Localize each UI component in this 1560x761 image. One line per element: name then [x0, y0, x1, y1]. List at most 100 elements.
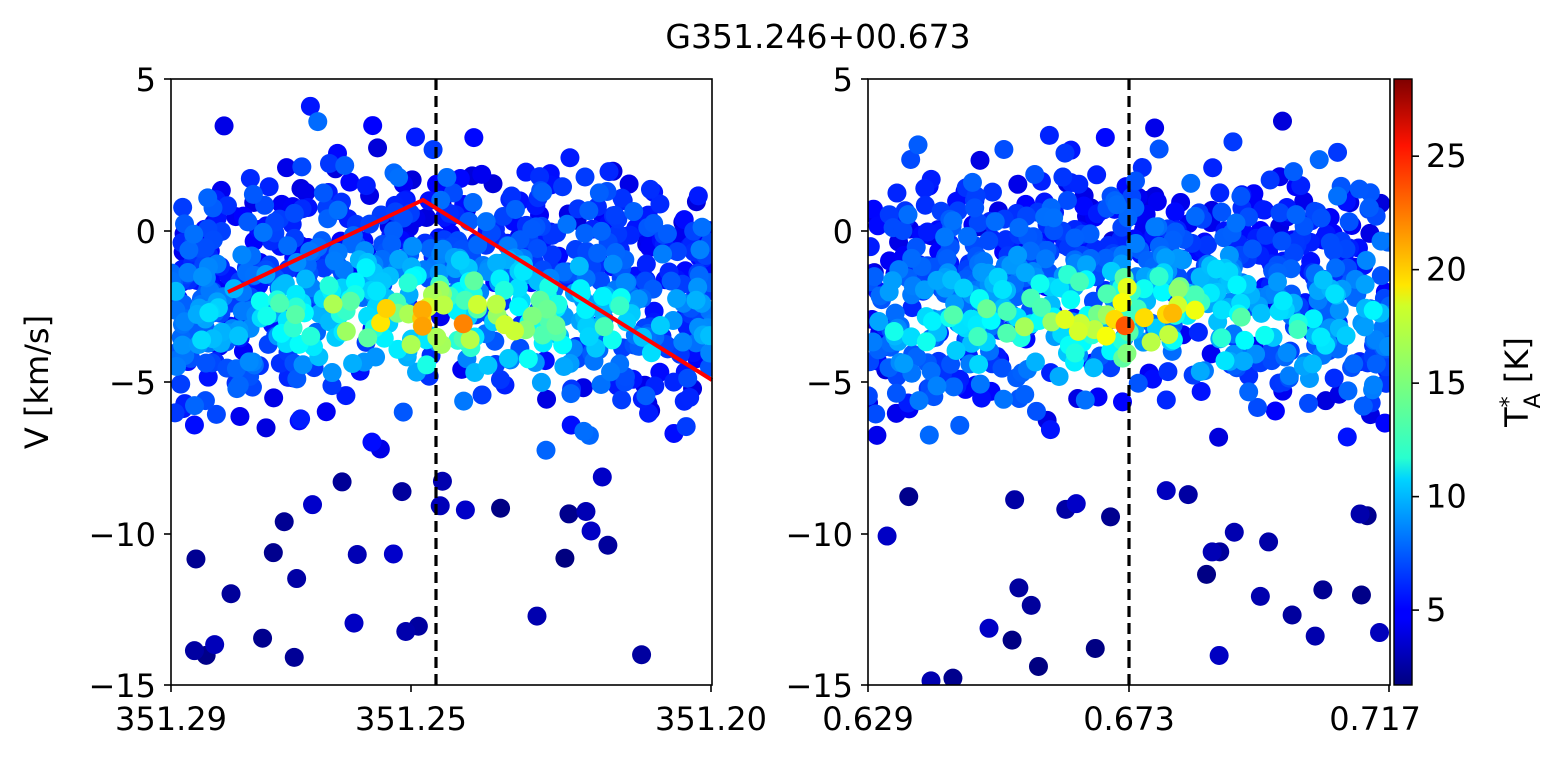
scatter-point: [1117, 277, 1137, 297]
scatter-point: [1251, 303, 1271, 323]
scatter-point: [1272, 231, 1292, 251]
scatter-point: [1272, 111, 1292, 131]
colorbar: 5 10 15 20 25 T*A [K]: [1393, 78, 1546, 686]
scatter-point: [530, 167, 550, 187]
scatter-point: [969, 354, 989, 374]
scatter-point: [868, 237, 880, 257]
scatter-point: [640, 179, 660, 199]
scatter-point: [366, 347, 386, 367]
scatter-point: [401, 335, 421, 355]
scatter-point: [1141, 332, 1161, 352]
scatter-point: [1299, 393, 1319, 413]
scatter-point: [243, 184, 263, 204]
scatter-point: [1055, 143, 1075, 163]
scatter-point: [396, 622, 416, 642]
scatter-point: [486, 294, 506, 314]
scatter-point: [877, 526, 897, 546]
scatter-point: [894, 354, 914, 374]
scatter-point: [575, 167, 595, 187]
scatter-point: [919, 425, 939, 445]
scatter-point: [636, 386, 656, 406]
scatter-point: [300, 96, 320, 116]
scatter-point: [546, 315, 566, 335]
scatter-point: [1165, 202, 1185, 222]
scatter-point: [463, 192, 483, 212]
scatter-point: [308, 112, 328, 132]
scatter-point: [1206, 259, 1226, 279]
scatter-point: [1015, 263, 1035, 283]
scatter-point: [1355, 274, 1375, 294]
scatter-point: [1339, 212, 1359, 232]
scatter-point: [206, 404, 226, 424]
scatter-point: [678, 368, 698, 388]
scatter-point: [588, 243, 608, 263]
scatter-point: [1061, 290, 1081, 310]
scatter-point: [1284, 243, 1304, 263]
scatter-point: [1338, 381, 1358, 401]
scatter-point: [1248, 398, 1268, 418]
scatter-point: [1329, 300, 1349, 320]
scatter-point: [908, 135, 928, 155]
scatter-point: [943, 668, 963, 685]
scatter-point: [884, 321, 904, 341]
scatter-point: [192, 330, 212, 350]
scatter-point: [1156, 481, 1176, 501]
scatter-point: [1226, 213, 1246, 233]
left-scatter-points: [171, 96, 712, 667]
scatter-point: [1002, 630, 1022, 650]
scatter-point: [472, 164, 492, 184]
scatter-point: [593, 286, 613, 306]
scatter-point: [554, 356, 574, 376]
scatter-point: [316, 402, 336, 422]
scatter-point: [1053, 167, 1073, 187]
scatter-point: [403, 236, 423, 256]
scatter-point: [340, 172, 360, 192]
scatter-point: [1349, 179, 1369, 199]
scatter-point: [437, 167, 457, 187]
scatter-point: [256, 418, 276, 438]
scatter-point: [937, 249, 957, 269]
scatter-point: [921, 361, 941, 381]
scatter-point: [392, 482, 412, 502]
scatter-point: [997, 302, 1017, 322]
scatter-point: [653, 244, 673, 264]
scatter-point: [412, 300, 432, 320]
scatter-point: [574, 421, 594, 441]
scatter-point: [1309, 150, 1329, 170]
scatter-point: [559, 504, 579, 524]
scatter-point: [579, 201, 599, 221]
scatter-point: [1112, 392, 1132, 412]
scatter-point: [184, 641, 204, 661]
scatter-point: [1084, 358, 1104, 378]
scatter-point: [363, 116, 383, 136]
scatter-point: [1363, 375, 1383, 395]
scatter-point: [1025, 165, 1045, 185]
scatter-point: [1212, 202, 1232, 222]
scatter-point: [1128, 373, 1148, 393]
scatter-point: [179, 240, 199, 260]
scatter-point: [1145, 118, 1165, 138]
scatter-point: [413, 316, 433, 336]
scatter-point: [1159, 325, 1179, 345]
scatter-point: [1234, 351, 1254, 371]
scatter-point: [1117, 343, 1137, 363]
scatter-point: [1303, 354, 1323, 374]
scatter-point: [509, 297, 529, 317]
scatter-point: [935, 227, 955, 247]
scatter-point: [199, 303, 219, 323]
scatter-point: [557, 214, 577, 234]
scatter-point: [264, 388, 284, 408]
scatter-point: [1185, 285, 1205, 305]
scatter-point: [1101, 507, 1121, 527]
scatter-point: [868, 386, 878, 406]
scatter-point: [389, 167, 409, 187]
scatter-point: [398, 273, 418, 293]
scatter-point: [178, 262, 198, 282]
scatter-point: [322, 363, 342, 383]
scatter-point: [1181, 173, 1201, 193]
scatter-point: [1283, 162, 1303, 182]
scatter-point: [1313, 580, 1333, 600]
scatter-point: [434, 295, 454, 315]
scatter-point: [997, 323, 1017, 343]
scatter-point: [173, 335, 193, 355]
